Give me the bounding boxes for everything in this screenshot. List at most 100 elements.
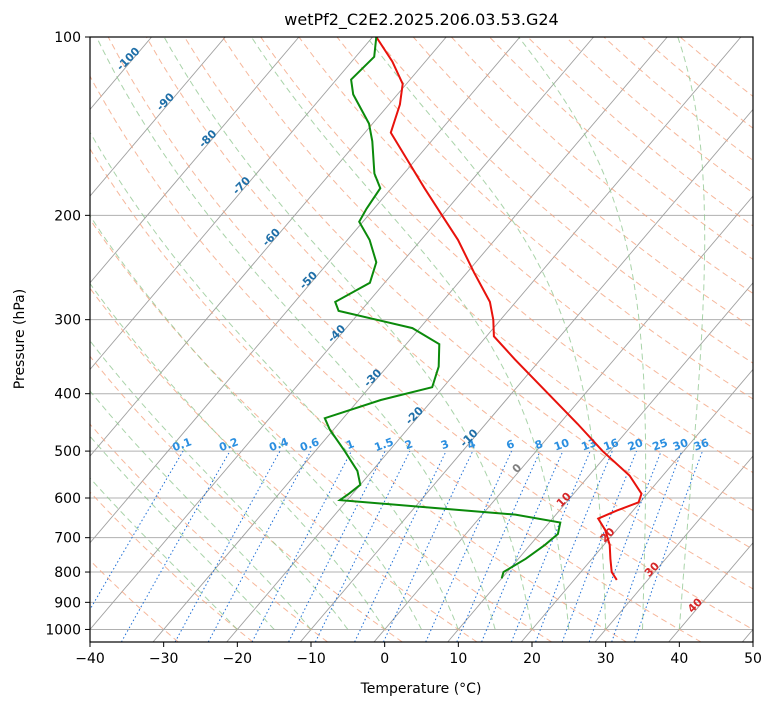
isotherm-line [90, 37, 226, 197]
dry-adiabat-line [336, 37, 753, 400]
dewpoint-profile-line [323, 37, 562, 579]
mixing-ratio-label: 6 [505, 437, 517, 452]
x-tick-label: −30 [149, 651, 179, 667]
temperature-profile-line [375, 37, 643, 581]
isotherm-label: -10 [457, 426, 480, 449]
isotherm-label: -80 [196, 127, 219, 150]
y-tick-label: 900 [54, 595, 81, 611]
dry-adiabat-line [90, 287, 478, 642]
mixing-ratio-line [588, 450, 662, 642]
dry-adiabat-line [145, 37, 753, 590]
isotherm-line [447, 282, 753, 642]
mixing-ratio-line [535, 450, 613, 642]
plot-frame [89, 36, 754, 643]
moist-adiabat-line [90, 477, 238, 630]
moist-adiabat-line [90, 214, 422, 630]
isotherm-line [668, 542, 753, 642]
isotherm-line [90, 37, 373, 371]
mixing-ratio-line [561, 450, 637, 642]
moist-adiabat-line [250, 37, 570, 630]
y-tick-label: 800 [54, 565, 81, 581]
mixing-ratio-line [288, 450, 386, 642]
isotherm-label: -50 [297, 269, 320, 292]
moist-adiabat-line [90, 131, 459, 630]
isotherm-line [226, 37, 742, 642]
mixing-ratio-line [314, 450, 411, 642]
moist-adiabat-line [677, 37, 706, 630]
mixing-ratio-label: 30 [671, 436, 690, 454]
mixing-ratio-label: 1.5 [373, 435, 396, 454]
dry-adiabat-line [90, 559, 179, 642]
isotherm-line [0, 37, 4, 642]
mixing-ratio-line [174, 450, 281, 642]
mixing-ratio-label: 1 [344, 437, 356, 452]
dry-adiabat-line [260, 37, 753, 474]
dry-adiabat-line [90, 75, 702, 642]
mixing-ratio-line [251, 450, 352, 642]
mixing-ratio-label: 2 [403, 437, 415, 452]
mixing-ratio-label: 0.4 [267, 435, 290, 454]
mixing-ratio-label: 3 [439, 437, 451, 452]
isotherm-line [90, 37, 447, 457]
y-tick-label: 500 [54, 444, 81, 460]
dry-adiabat-line [107, 37, 753, 630]
dry-adiabat-line [679, 37, 753, 98]
mixing-ratio-line [207, 450, 312, 642]
x-tick-label: 20 [523, 651, 541, 667]
mixing-ratio-label: 36 [692, 436, 711, 454]
y-tick-label: 600 [54, 491, 81, 507]
x-tick-label: −40 [75, 651, 105, 667]
x-tick-label: 30 [597, 651, 615, 667]
dry-adiabat-line [451, 37, 753, 295]
x-tick-label: −10 [296, 651, 326, 667]
isotherm-label: 0 [510, 461, 525, 476]
dry-adiabat-line [90, 491, 254, 642]
dry-adiabat-line [641, 37, 753, 129]
mixing-ratio-label: 0.6 [298, 435, 321, 454]
chart-title: wetPf2_C2E2.2025.206.03.53.G24 [284, 10, 559, 29]
x-axis-label: Temperature (°C) [360, 681, 482, 697]
moist-adiabat-line [518, 37, 647, 630]
moist-adiabat-line [366, 37, 607, 630]
axes: −40 −30 −20 −10 0 10 20 30 40 5010020030040050060… [45, 30, 762, 667]
dry-adiabat-line [374, 37, 753, 364]
isotherm-label: 30 [642, 559, 662, 579]
mixing-ratio-label: 4 [466, 437, 478, 452]
isotherm-line [520, 368, 753, 642]
dry-adiabat-line [489, 37, 753, 261]
isotherm-label: -100 [114, 44, 143, 73]
mixing-ratio-label: 10 [552, 436, 571, 454]
y-tick-label: 1000 [45, 622, 81, 638]
mixing-ratio-label: 8 [533, 437, 545, 452]
mixing-ratio-line [510, 450, 591, 642]
dry-adiabat-line [565, 37, 753, 194]
y-tick-label: 200 [54, 208, 81, 224]
mixing-ratio-line [611, 450, 683, 642]
mixing-ratio-line [481, 450, 564, 642]
dry-adiabat-line [90, 218, 552, 642]
x-tick-label: 40 [670, 651, 688, 667]
dry-adiabat-line [184, 37, 753, 550]
dry-adiabat-line [298, 37, 753, 437]
profile-lines [323, 37, 643, 581]
moist-adiabat-line [90, 435, 275, 630]
isotherm-label: -90 [154, 90, 177, 113]
isotherm-label: -30 [361, 366, 384, 389]
y-tick-label: 400 [54, 387, 81, 403]
isotherm-label: -40 [325, 322, 348, 345]
isotherm-label: -20 [403, 404, 426, 427]
isotherm-line [90, 37, 594, 631]
mixing-ratio-label: 20 [626, 436, 645, 454]
dry-adiabat-line [90, 147, 627, 642]
line-labels: 0.1 0.2 0.4 0.6 1 1.5 2 3 4 6 8 10 13 16 20 25 30 36-100-… [114, 44, 711, 615]
mixing-ratio-line [456, 450, 541, 642]
isotherm-line [741, 628, 753, 642]
y-tick-label: 700 [54, 531, 81, 547]
background-lines [0, 37, 753, 642]
isotherm-line [373, 195, 753, 642]
moist-adiabat-line [96, 37, 496, 630]
x-tick-label: −20 [223, 651, 253, 667]
isotherm-line [594, 455, 753, 642]
mixing-ratio-line [425, 450, 513, 642]
